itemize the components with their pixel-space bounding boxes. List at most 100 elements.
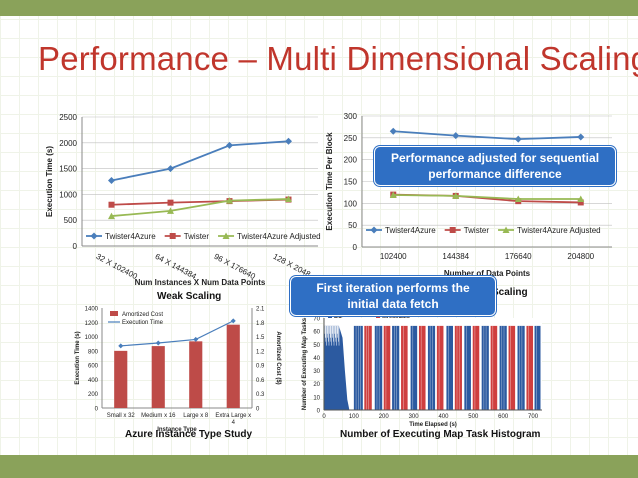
series-line	[111, 198, 289, 217]
x-axis-label: Time Elapsed (s)	[409, 422, 457, 428]
data-point	[577, 199, 584, 206]
legend-label: Twister4Azure	[105, 232, 156, 241]
y-tick-label: 30	[313, 369, 320, 375]
data-point	[193, 336, 199, 342]
iteration-block	[508, 325, 516, 410]
data-point	[577, 195, 585, 202]
data-point	[108, 201, 115, 208]
y-tick-label: 200	[88, 392, 99, 398]
y-tick-label: 60	[313, 330, 320, 336]
y-axis-label: Execution Time (s)	[75, 331, 81, 384]
y-right-tick-label: 1.5	[256, 335, 265, 341]
iteration-block	[526, 325, 534, 410]
y-tick-label: 600	[88, 364, 99, 370]
data-point	[452, 192, 460, 199]
data-point	[108, 176, 115, 184]
caption-weak-scaling: Weak Scaling	[157, 291, 222, 302]
series-line	[393, 194, 581, 200]
data-point	[285, 137, 292, 145]
x-tick-label: 500	[468, 414, 479, 420]
iteration-block	[464, 325, 471, 410]
x-axis-label: Number of Data Points	[444, 269, 531, 278]
x-tick-label: 102400	[380, 252, 407, 261]
y-tick-label: 2500	[59, 113, 77, 122]
series-line	[393, 130, 581, 141]
iteration-block	[392, 325, 400, 410]
legend-marker	[222, 232, 230, 239]
data-point	[389, 191, 397, 199]
legend-swatch	[110, 311, 118, 316]
y-right-axis-label: Amortized Cost ($)	[275, 331, 281, 384]
iteration-block	[436, 325, 444, 410]
iteration-block	[499, 325, 507, 410]
x-tick-label: 200	[379, 414, 390, 420]
x-tick-label: Medium x 16	[141, 413, 176, 419]
legend-marker	[370, 226, 378, 234]
data-point	[167, 165, 174, 173]
y-tick-label: 500	[64, 216, 78, 225]
y-right-tick-label: 2.1	[256, 307, 265, 313]
bar	[151, 346, 165, 408]
legend-label: Execution Time	[122, 320, 164, 326]
y-right-tick-label: 0	[256, 407, 260, 413]
iteration-block	[374, 325, 383, 410]
data-point	[155, 340, 161, 346]
iteration-block	[517, 325, 525, 410]
y-tick-label: 50	[348, 221, 357, 230]
data-point	[452, 132, 460, 140]
x-tick-label: 700	[528, 414, 539, 420]
x-tick-label: 300	[409, 414, 420, 420]
y-axis-label: Execution Time (s)	[45, 146, 54, 217]
bar	[226, 324, 240, 408]
legend-swatch	[328, 314, 332, 318]
y-axis-label: Execution Time Per Block	[325, 132, 334, 231]
bar	[189, 341, 203, 408]
data-point	[285, 195, 292, 203]
data-point	[226, 197, 233, 204]
iteration-block	[410, 325, 418, 410]
x-tick-label: 100	[349, 414, 360, 420]
x-tick-label: 176640	[505, 252, 532, 261]
x-tick-label: Extra Large x	[215, 413, 251, 419]
x-tick-label: Large x 8	[183, 413, 209, 419]
iteration-block	[383, 325, 391, 410]
bottom-accent-bar	[0, 455, 638, 478]
y-right-tick-label: 0.3	[256, 392, 265, 398]
data-point	[226, 141, 233, 149]
callout-first-iteration: First iteration performs the initial dat…	[290, 276, 496, 316]
iteration-block	[454, 325, 462, 410]
data-point	[167, 199, 174, 206]
y-tick-label: 50	[313, 343, 320, 349]
series-line	[111, 140, 289, 182]
data-point	[514, 135, 522, 143]
y-tick-label: 250	[344, 134, 358, 143]
y-tick-label: 40	[313, 356, 320, 362]
x-axis-label: Num Instances X Num Data Points	[135, 278, 266, 287]
legend-marker	[90, 232, 98, 240]
y-tick-label: 2000	[59, 139, 77, 148]
y-tick-label: 400	[88, 378, 99, 384]
iteration-block	[446, 325, 454, 410]
caption-strong-scaling: Scaling	[492, 287, 528, 298]
iteration-block	[534, 325, 541, 410]
y-tick-label: 0	[317, 409, 321, 415]
legend-marker	[502, 226, 510, 233]
iteration-block	[401, 325, 408, 410]
y-tick-label: 10	[313, 395, 320, 401]
top-accent-bar	[0, 0, 638, 16]
y-tick-label: 0	[95, 407, 99, 413]
x-tick-label: 204800	[567, 252, 594, 261]
legend-label: Amortized Cost	[122, 312, 163, 318]
series-line	[120, 320, 234, 347]
data-point	[577, 133, 585, 141]
legend-label: Twister4Azure Adjusted	[237, 232, 321, 241]
slide-title: Performance – Multi Dimensional Scaling	[38, 40, 638, 77]
bar	[114, 350, 128, 408]
y-right-tick-label: 1.2	[256, 349, 265, 355]
iteration-block	[472, 325, 480, 410]
iteration-block	[364, 325, 372, 410]
y-tick-label: 800	[88, 349, 99, 355]
caption-azure-study: Azure Instance Type Study	[125, 429, 253, 440]
